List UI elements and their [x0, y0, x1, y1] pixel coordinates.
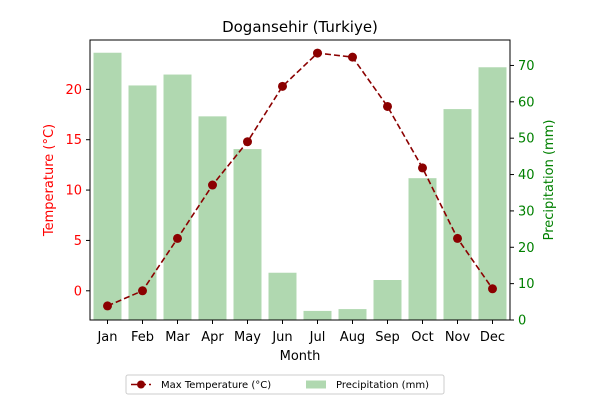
- temperature-point-may: [243, 137, 252, 147]
- x-tick-label-jun: Jun: [271, 330, 292, 345]
- temperature-point-sep: [383, 101, 392, 111]
- precipitation-bars-layer: [93, 52, 507, 321]
- right-y-axis-label: Precipitation (mm): [542, 120, 557, 241]
- right-y-tick-label: 30: [518, 204, 535, 219]
- temperature-line: [107, 52, 494, 307]
- x-tick-label-nov: Nov: [445, 330, 471, 345]
- temperature-point-jul: [313, 48, 322, 58]
- legend: Max Temperature (°C) Precipitation (mm): [125, 374, 445, 395]
- precipitation-bar-jun: [268, 272, 297, 320]
- x-tick-label-mar: Mar: [165, 330, 190, 345]
- precipitation-bar-apr: [198, 116, 227, 320]
- legend-precipitation-swatch: [306, 380, 326, 389]
- axes-layer: Jan Feb Mar Apr May Jun Jul Aug Sep Oct Nov Dec 0 5 10…: [42, 39, 557, 364]
- temperature-point-nov: [453, 233, 462, 243]
- temperature-point-apr: [208, 180, 217, 190]
- x-tick-label-may: May: [234, 330, 261, 345]
- right-y-tick-label: 70: [518, 59, 535, 74]
- temperature-point-aug: [348, 52, 357, 62]
- x-tick-label-dec: Dec: [480, 330, 505, 345]
- left-y-tick-label: 10: [65, 184, 82, 199]
- chart-title: Dogansehir (Turkiye): [222, 18, 378, 36]
- legend-temperature-label: Max Temperature (°C): [161, 380, 271, 391]
- x-tick-label-aug: Aug: [340, 330, 365, 345]
- left-y-tick-label: 5: [74, 234, 82, 249]
- right-y-tick-label: 0: [518, 314, 526, 329]
- temperature-point-oct: [418, 163, 427, 173]
- precipitation-bar-may: [233, 149, 262, 320]
- x-tick-label-jan: Jan: [96, 330, 117, 345]
- precipitation-bar-aug: [338, 309, 367, 320]
- right-y-tick-label: 60: [518, 95, 535, 110]
- precipitation-bar-dec: [478, 67, 507, 321]
- precipitation-bar-nov: [443, 109, 472, 320]
- temperature-point-feb: [138, 286, 147, 296]
- right-y-tick-label: 10: [518, 277, 535, 292]
- x-tick-label-oct: Oct: [411, 330, 433, 345]
- precipitation-bar-oct: [408, 178, 437, 320]
- right-y-tick-label: 40: [518, 168, 535, 183]
- precipitation-bar-jul: [303, 310, 332, 320]
- left-y-tick-label: 0: [74, 284, 82, 299]
- temperature-point-dec: [488, 284, 497, 294]
- legend-box: [125, 374, 445, 395]
- temperature-line-layer: [103, 48, 497, 311]
- temperature-point-jun: [278, 81, 287, 91]
- precipitation-bar-sep: [373, 280, 402, 320]
- legend-precipitation-label: Precipitation (mm): [336, 380, 429, 391]
- x-tick-label-sep: Sep: [375, 330, 400, 345]
- x-tick-label-apr: Apr: [201, 330, 224, 345]
- precipitation-bar-feb: [128, 85, 157, 320]
- plot-frame: [89, 39, 511, 321]
- left-y-axis-label: Temperature (°C): [42, 124, 57, 237]
- precipitation-bar-mar: [163, 74, 192, 320]
- right-y-tick-label: 20: [518, 241, 535, 256]
- left-y-tick-label: 20: [65, 83, 82, 98]
- temperature-point-mar: [173, 233, 182, 243]
- x-tick-label-jul: Jul: [309, 330, 326, 345]
- x-tick-label-feb: Feb: [131, 330, 154, 345]
- right-y-tick-label: 50: [518, 132, 535, 147]
- legend-temperature-marker: [137, 380, 145, 389]
- temperature-point-jan: [103, 301, 112, 311]
- left-y-tick-label: 15: [65, 133, 82, 148]
- x-axis-label: Month: [280, 349, 321, 364]
- precipitation-bar-jan: [93, 52, 122, 320]
